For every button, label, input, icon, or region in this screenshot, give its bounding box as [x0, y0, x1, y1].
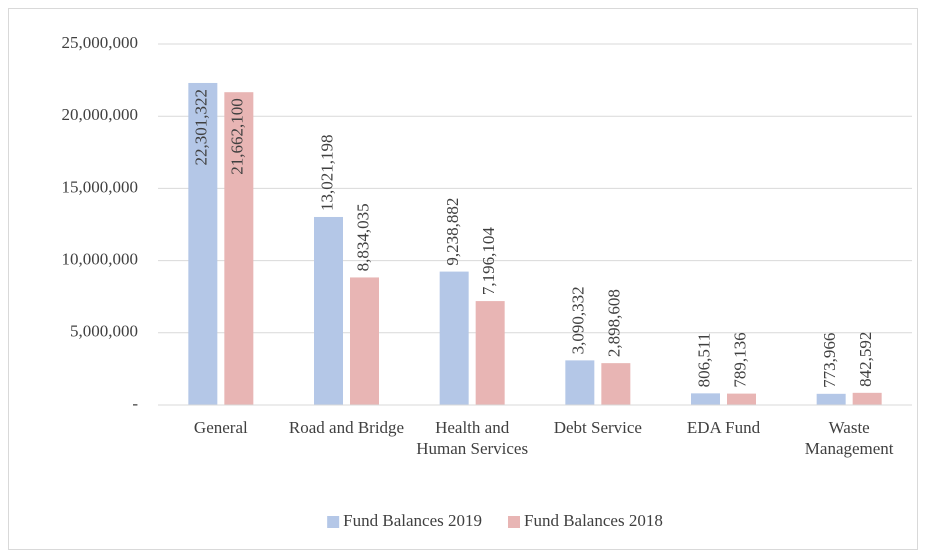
bar [816, 393, 846, 405]
y-tick-label: 20,000,000 [62, 105, 139, 124]
bar [314, 216, 343, 405]
y-tick-label: 25,000,000 [62, 33, 139, 52]
bar [852, 392, 882, 405]
y-tick-label: 5,000,000 [70, 322, 138, 341]
x-tick-label: General [193, 418, 248, 437]
x-tick-label: Waste Management [804, 418, 894, 458]
x-tick-label: Road and Bridge [288, 418, 405, 437]
y-tick-label: 15,000,000 [62, 177, 139, 196]
value-label: 21,662,100 [228, 98, 247, 175]
legend-swatch [508, 516, 520, 528]
bar [439, 271, 469, 405]
value-label: 842,592 [856, 332, 875, 387]
value-label: 13,021,198 [317, 134, 336, 211]
bar [188, 82, 218, 406]
value-label: 2,898,608 [605, 289, 624, 357]
bar [727, 393, 756, 405]
value-label: 9,238,882 [443, 198, 462, 266]
value-label: 789,136 [730, 332, 749, 387]
x-tick-label: Debt Service [553, 418, 642, 437]
legend-label: Fund Balances 2018 [524, 511, 663, 530]
bar [350, 277, 379, 405]
bar [565, 360, 595, 405]
bar [601, 363, 631, 405]
value-label: 22,301,322 [192, 89, 211, 165]
value-label: 8,834,035 [353, 203, 372, 271]
value-label: 3,090,332 [569, 286, 588, 354]
legend-label: Fund Balances 2019 [343, 511, 482, 530]
bar [691, 393, 720, 405]
bar [475, 301, 505, 405]
y-tick-label: - [132, 394, 138, 413]
value-label: 7,196,104 [479, 227, 498, 296]
y-tick-label: 10,000,000 [62, 250, 139, 269]
bar [224, 92, 254, 405]
value-label: 773,966 [820, 333, 839, 388]
x-tick-label: EDA Fund [686, 418, 761, 437]
legend-swatch [327, 516, 340, 528]
x-tick-label: Health and Human Services [416, 418, 529, 458]
value-label: 806,511 [694, 333, 713, 388]
